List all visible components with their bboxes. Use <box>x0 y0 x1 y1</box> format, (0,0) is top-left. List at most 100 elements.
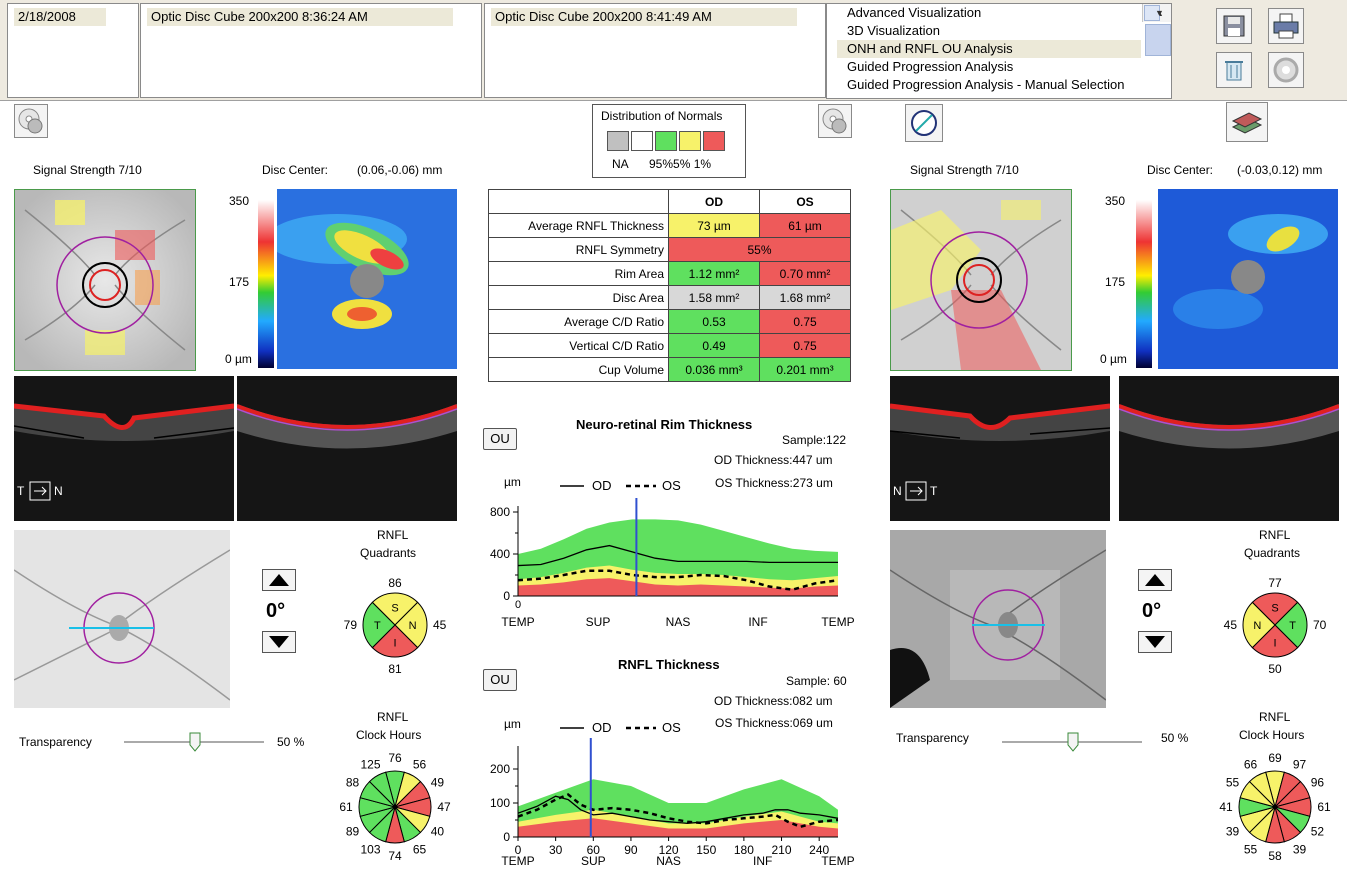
os-transparency-thumb[interactable] <box>1067 732 1079 752</box>
os-rotate-up-button[interactable] <box>1138 569 1172 591</box>
quadrant-sector <box>1242 601 1276 649</box>
quadrant-value-superior: 77 <box>1268 576 1282 590</box>
x-tick-label: 0 <box>515 843 522 857</box>
quadrant-value-left: 45 <box>1224 618 1238 632</box>
date-cell[interactable]: 2/18/2008 <box>7 3 139 98</box>
os-deviation-map[interactable] <box>890 189 1072 371</box>
quadrant-letter: I <box>393 638 396 650</box>
scroll-thumb[interactable] <box>1145 24 1171 56</box>
table-cell-os: 0.201 mm³ <box>759 357 851 382</box>
od-horizontal-bscan[interactable]: T N <box>13 376 235 521</box>
clock-hour-value: 103 <box>360 842 380 856</box>
table-row: Average RNFL Thickness 73 µm 61 µm <box>488 213 851 238</box>
table-row: Cup Volume 0.036 mm³ 0.201 mm³ <box>488 357 851 382</box>
series-od-line <box>517 795 839 825</box>
rim-ou-button[interactable]: OU <box>483 428 517 450</box>
analysis-list-item[interactable]: ONH and RNFL OU Analysis <box>837 40 1141 58</box>
clock-hour-value: 74 <box>388 849 402 863</box>
table-header-od: OD <box>668 189 760 214</box>
od-thickness-map[interactable] <box>267 189 457 369</box>
chart-ylabel: µm <box>504 717 521 731</box>
os-clock-title2: Clock Hours <box>1239 728 1305 742</box>
rnfl-ou-button[interactable]: OU <box>483 669 517 691</box>
scan2-value: Optic Disc Cube 200x200 8:41:49 AM <box>491 8 797 26</box>
od-disc-center-value: (0.06,-0.06) mm <box>357 163 443 177</box>
rnfl-sample: Sample: 60 <box>786 674 847 688</box>
os-disc-icon[interactable] <box>818 104 852 138</box>
clock-hour-value: 125 <box>360 758 380 772</box>
rim-thickness-chart: µm OD OS 0 400 800 0 TEMP SUP NAS INF TEMP <box>490 475 855 629</box>
od-disc-icon[interactable] <box>14 104 48 138</box>
os-fundus-image[interactable] <box>889 530 1107 708</box>
analysis-list-item[interactable]: 3D Visualization <box>847 23 940 38</box>
y-tick-label: 400 <box>490 547 510 561</box>
legend-na-label: NA <box>612 157 629 171</box>
os-scale-mid: 175 <box>1105 275 1126 289</box>
layers-icon[interactable] <box>1226 102 1268 142</box>
os-thickness-map[interactable] <box>1158 189 1338 369</box>
quadrant-sector <box>362 601 396 649</box>
table-row: RNFL Symmetry 55% <box>488 237 851 262</box>
clock-hour-value: 55 <box>1226 776 1240 790</box>
os-signal-strength: Signal Strength 7/10 <box>910 163 1019 177</box>
od-rotate-up-button[interactable] <box>262 569 296 591</box>
os-angle-value: 0° <box>1142 600 1162 622</box>
analysis-list-item[interactable]: Advanced Visualization <box>847 5 982 20</box>
analysis-list-item[interactable]: Guided Progression Analysis - Manual Sel… <box>847 77 1125 92</box>
table-cell-od: 0.53 <box>668 309 760 334</box>
clock-hour-value: 97 <box>1293 758 1307 772</box>
od-vertical-bscan[interactable] <box>236 376 458 521</box>
analysis-list[interactable]: Advanced Visualization 3D Visualization ON… <box>826 3 1172 99</box>
od-rotate-down-button[interactable] <box>262 631 296 653</box>
scan2-cell[interactable]: Optic Disc Cube 200x200 8:41:49 AM <box>484 3 826 98</box>
quadrant-letter: I <box>1273 638 1276 650</box>
os-rotate-down-button[interactable] <box>1138 631 1172 653</box>
rim-os-thickness: OS Thickness:273 um <box>715 476 833 490</box>
rim-chart-title: Neuro-retinal Rim Thickness <box>576 417 753 432</box>
analysis-list-item[interactable]: Guided Progression Analysis <box>847 59 1014 74</box>
legend-swatch <box>607 131 629 151</box>
legend-swatch <box>679 131 701 151</box>
y-tick-label: 200 <box>490 762 510 776</box>
table-cell-os: 61 µm <box>759 213 851 238</box>
normal-band-red <box>518 818 838 837</box>
od-deviation-map[interactable] <box>14 189 196 371</box>
od-transparency-thumb[interactable] <box>189 732 201 752</box>
os-disc-center-label: Disc Center: <box>1147 163 1214 177</box>
save-icon[interactable] <box>1216 8 1252 44</box>
table-row: OD OS <box>488 189 851 214</box>
refresh-icon[interactable] <box>1268 52 1304 88</box>
table-row-label: Disc Area <box>488 285 669 310</box>
legend-pct-labels: 95%5% 1% <box>649 157 712 171</box>
scroll-down-icon[interactable]: ▼ <box>1144 5 1164 21</box>
series-os-line <box>517 793 839 829</box>
quadrant-letter: S <box>1271 602 1278 614</box>
legend-swatch <box>631 131 653 151</box>
od-orientation-right: N <box>54 484 63 498</box>
os-vertical-bscan[interactable] <box>1118 376 1340 521</box>
trash-icon[interactable] <box>1216 52 1252 88</box>
quadrant-sector <box>394 601 428 649</box>
table-row-label: Average RNFL Thickness <box>488 213 669 238</box>
od-fundus-image[interactable] <box>13 530 231 708</box>
clock-hour-value: 41 <box>1219 800 1233 814</box>
os-horizontal-bscan[interactable]: N T <box>889 376 1111 521</box>
clock-hour-value: 76 <box>388 751 402 765</box>
scan1-cell[interactable]: Optic Disc Cube 200x200 8:36:24 AM <box>140 3 482 98</box>
analysis-list-scrollbar[interactable]: ▲ ▼ <box>1142 4 1171 56</box>
date-value: 2/18/2008 <box>14 8 106 26</box>
table-cell-os: 0.70 mm² <box>759 261 851 286</box>
x-region-label: TEMP <box>821 854 854 868</box>
clock-hour-value: 96 <box>1311 776 1325 790</box>
rnfl-os-thickness: OS Thickness:069 um <box>715 716 833 730</box>
clock-hour-value: 61 <box>1317 800 1331 814</box>
print-icon[interactable] <box>1268 8 1304 44</box>
circle-scan-icon[interactable] <box>905 104 943 142</box>
os-scale-bottom: 0 µm <box>1100 352 1127 366</box>
clock-hour-value: 40 <box>431 825 445 839</box>
x-origin-label: 0 <box>515 599 521 611</box>
quadrant-value-inferior: 81 <box>388 662 402 676</box>
clock-hour-value: 89 <box>346 825 360 839</box>
quadrant-value-right: 45 <box>433 618 447 632</box>
